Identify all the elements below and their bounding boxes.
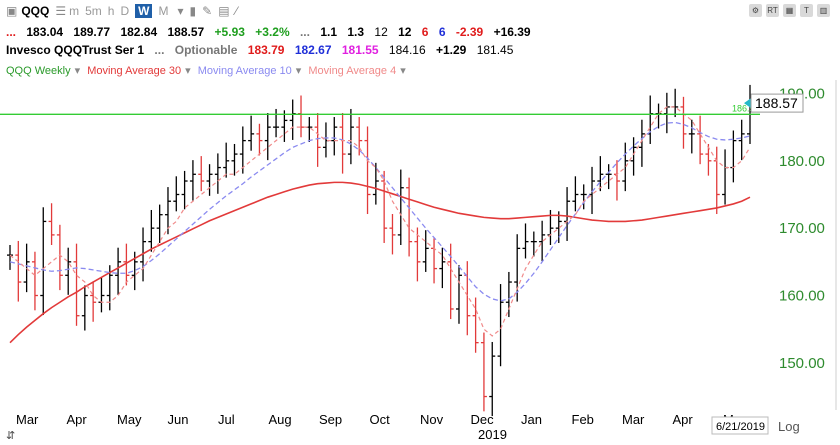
quote-pct: +3.2%: [255, 25, 290, 39]
quote-close: 188.57: [167, 25, 205, 39]
quote-v1: 1.1: [320, 25, 338, 39]
draw-icon[interactable]: ✎: [202, 4, 213, 18]
info-p5: +1.29: [435, 43, 467, 57]
x-tick-label: Feb: [572, 412, 594, 427]
info-p2: 182.67: [294, 43, 332, 57]
type-icon[interactable]: T: [800, 4, 813, 17]
quote-v8: +16.39: [493, 25, 531, 39]
x-tick-label: Mar: [16, 412, 39, 427]
gear-icon[interactable]: ⚙: [749, 4, 762, 17]
hline-label: 186.52: [732, 103, 760, 113]
settings-icon[interactable]: ⁄: [235, 4, 238, 18]
ma30-line: [9, 181, 751, 344]
y-tick-label: 170.00: [779, 220, 825, 237]
x-tick-label: May: [117, 412, 142, 427]
last-price-marker: 188.57: [744, 93, 804, 113]
realtime-icon[interactable]: RT: [766, 4, 779, 17]
ohlc-bars: [7, 84, 753, 417]
symbol-field[interactable]: QQQ: [21, 4, 50, 18]
last-price: 188.57: [755, 95, 798, 111]
date-label: 6/21/2019: [716, 421, 765, 433]
last-price-arrow-icon: [744, 98, 751, 109]
image-icon[interactable]: ▤: [218, 4, 230, 18]
last-price-box: [750, 93, 804, 113]
chart-legend: QQQ Weekly ▾ Moving Average 30 ▾ Moving Av…: [6, 65, 406, 77]
x-tick-label: Jan: [521, 412, 542, 427]
interval-month[interactable]: M: [158, 4, 169, 18]
info-p1: 183.79: [247, 43, 285, 57]
quote-low: 182.84: [120, 25, 158, 39]
x-tick-label: Apr: [67, 412, 88, 427]
quote-dots: ...: [6, 25, 17, 39]
y-tick-label: 160.00: [779, 288, 825, 305]
interval-d[interactable]: D: [120, 4, 130, 18]
quote-dots-2: ...: [299, 25, 310, 39]
quote-v3: 12: [374, 25, 388, 39]
security-name: Invesco QQQTrust Ser 1: [6, 43, 145, 57]
quote-v2: 1.3: [347, 25, 365, 39]
x-tick-label: Sep: [319, 412, 342, 427]
chart-icon[interactable]: ▥: [817, 4, 830, 17]
y-tick-label: 150.00: [779, 355, 825, 372]
x-tick-label: Jul: [218, 412, 235, 427]
quote-row-prices: ... 183.04 189.77 182.84 188.57 +5.93 +3…: [6, 25, 538, 39]
x-tick-label: Mar: [622, 412, 645, 427]
info-dots: ...: [154, 43, 165, 57]
quote-high: 189.77: [73, 25, 111, 39]
quote-change: +5.93: [214, 25, 245, 39]
legend-ma4[interactable]: Moving Average 4: [308, 65, 397, 77]
info-p6: 181.45: [476, 43, 514, 57]
optionable-label: Optionable: [174, 43, 238, 57]
interval-w[interactable]: W: [135, 4, 153, 18]
legend-ma30[interactable]: Moving Average 30: [87, 65, 182, 77]
quote-v4: 12: [398, 25, 412, 39]
sync-icon[interactable]: ▾: [177, 4, 184, 18]
x-tick-label: Nov: [420, 412, 444, 427]
legend-series-qqq[interactable]: QQQ Weekly: [6, 65, 71, 77]
ma10-line: [9, 121, 751, 302]
interval-5m[interactable]: 5m: [85, 4, 102, 18]
quote-v7: -2.39: [455, 25, 484, 39]
info-p3: 181.55: [341, 43, 379, 57]
year-label: 2019: [478, 427, 507, 442]
legend-ma10[interactable]: Moving Average 10: [197, 65, 292, 77]
log-scale-toggle[interactable]: Log: [778, 419, 800, 434]
info-p4: 184.16: [388, 43, 426, 57]
x-tick-label: Apr: [673, 412, 694, 427]
toolbar-menu-icon[interactable]: ▣: [6, 4, 18, 18]
quote-v6: 6: [438, 25, 446, 39]
quote-row-info: Invesco QQQTrust Ser 1 ... Optionable 18…: [6, 43, 520, 57]
scroll-icon[interactable]: ⇵: [6, 430, 15, 442]
quote-v5: 6: [421, 25, 429, 39]
interval-h[interactable]: h: [107, 4, 115, 18]
x-tick-label: Oct: [370, 412, 391, 427]
y-tick-label: 180.00: [779, 153, 825, 170]
x-tick-label: Jun: [168, 412, 189, 427]
interval-m[interactable]: m: [69, 4, 80, 18]
x-axis: Mar Apr May Jun Jul Aug Sep Oct Nov Dec Jan Feb Mar A…: [16, 412, 748, 427]
list-icon[interactable]: ☰: [55, 4, 67, 18]
toolbar: ▣ QQQ ☰ m 5m h D W M ▾ ▮ ✎ ▤ ⁄ ⚙ RT ▦ T …: [0, 0, 840, 22]
x-tick-label: Aug: [269, 412, 292, 427]
grid-icon[interactable]: ▦: [783, 4, 796, 17]
date-box: 6/21/2019: [711, 416, 769, 435]
chart-type-icon[interactable]: ▮: [189, 4, 197, 18]
ma4-line: [9, 106, 751, 337]
quote-open: 183.04: [26, 25, 64, 39]
x-tick-label: Dec: [471, 412, 495, 427]
